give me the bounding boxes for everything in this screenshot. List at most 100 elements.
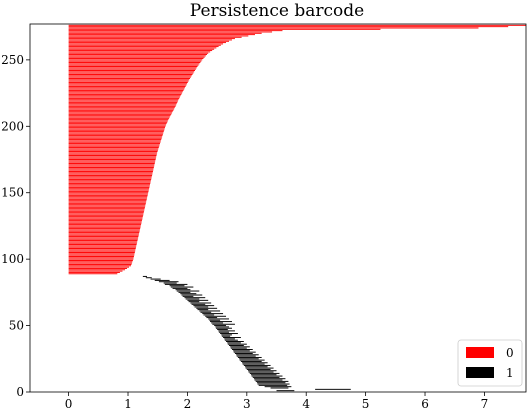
barcode-bar-0	[68, 246, 137, 248]
barcode-bar-1	[142, 275, 148, 277]
barcode-bar-1	[233, 350, 250, 352]
barcode-bar-0	[68, 182, 151, 184]
barcode-bar-0	[68, 32, 262, 34]
barcode-bar-0	[68, 224, 142, 226]
barcode-bar-1	[150, 278, 161, 280]
barcode-bar-1	[164, 283, 188, 285]
barcode-bar-0	[68, 184, 150, 186]
barcode-bar-1	[154, 279, 170, 281]
barcode-bar-0	[68, 149, 158, 151]
barcode-bar-0	[68, 54, 208, 56]
barcode-bar-0	[68, 83, 188, 85]
barcode-bar-1	[239, 359, 265, 361]
barcode-bar-0	[68, 127, 166, 129]
barcode-bar-0	[68, 214, 144, 216]
barcode-bar-0	[68, 153, 157, 155]
barcode-bar-0	[68, 51, 211, 53]
barcode-bar-0	[68, 169, 154, 171]
barcode-bar-1	[218, 330, 235, 332]
barcode-bar-0	[68, 67, 197, 69]
barcode-bar-0	[68, 38, 235, 40]
barcode-bar-0	[68, 160, 156, 162]
barcode-bar-0	[68, 180, 151, 182]
barcode-bar-1	[227, 342, 241, 344]
chart-title: Persistence barcode	[190, 1, 364, 21]
barcode-bar-1	[220, 333, 238, 335]
barcode-bar-1	[170, 286, 194, 288]
barcode-bar-0	[68, 204, 146, 206]
barcode-bar-1	[236, 355, 256, 357]
barcode-bar-0	[68, 269, 126, 271]
barcode-bar-0	[68, 47, 217, 49]
barcode-bar-0	[68, 144, 160, 146]
barcode-bar-1	[248, 370, 277, 372]
barcode-bar-1	[175, 289, 191, 291]
barcode-bar-0	[68, 258, 134, 260]
barcode-bar-1	[184, 297, 206, 299]
barcode-bar-0	[68, 230, 140, 232]
barcode-bar-1	[248, 371, 274, 373]
barcode-bar-0	[68, 103, 177, 105]
barcode-bar-1	[236, 354, 259, 356]
barcode-bar-1	[249, 372, 280, 374]
barcode-bar-0	[68, 31, 273, 33]
barcode-bar-0	[68, 151, 158, 153]
barcode-bar-0	[68, 125, 166, 127]
barcode-bar-1	[230, 346, 250, 348]
barcode-bar-0	[68, 92, 183, 94]
barcode-bar-0	[68, 119, 169, 121]
legend-label-0: 0	[506, 346, 514, 360]
barcode-bar-0	[68, 76, 191, 78]
barcode-bar-1	[255, 380, 289, 382]
barcode-bar-1	[209, 319, 221, 321]
barcode-bar-1	[245, 367, 274, 369]
barcode-bar-0	[68, 233, 140, 235]
barcode-bar-0	[68, 248, 136, 249]
barcode-bar-0	[68, 254, 135, 256]
barcode-bar-1	[218, 331, 229, 333]
barcode-bar-0	[68, 143, 161, 145]
barcode-bar-0	[68, 120, 168, 122]
barcode-bar-1	[254, 379, 283, 381]
barcode-bar-0	[68, 164, 155, 166]
barcode-bar-0	[68, 244, 137, 246]
barcode-bar-0	[68, 108, 175, 110]
barcode-bar-0	[68, 56, 205, 58]
barcode-bar-1	[214, 325, 227, 327]
x-tick-label: 6	[421, 397, 429, 411]
barcode-bar-0	[68, 216, 143, 218]
barcode-bar-0	[68, 145, 160, 147]
barcode-bar-0	[68, 97, 180, 99]
barcode-bar-0	[68, 87, 185, 89]
barcode-bar-0	[68, 128, 165, 130]
barcode-bar-0	[68, 140, 161, 142]
barcode-bar-0	[68, 157, 156, 159]
barcode-bar-0	[68, 196, 148, 198]
barcode-bar-1	[191, 303, 206, 305]
barcode-bar-1	[194, 306, 209, 308]
barcode-bar-1	[169, 285, 185, 287]
barcode-bar-0	[68, 48, 215, 50]
barcode-bar-1	[270, 387, 289, 389]
barcode-bar-0	[68, 201, 147, 203]
barcode-bar-1	[242, 362, 268, 364]
barcode-bar-0	[68, 186, 150, 188]
barcode-bar-0	[68, 159, 156, 160]
y-tick-label: 0	[16, 385, 24, 399]
barcode-bar-1	[246, 368, 271, 370]
legend-label-1: 1	[506, 366, 514, 380]
barcode-bar-0	[68, 117, 170, 119]
barcode-bar-0	[68, 85, 186, 87]
barcode-bar-0	[68, 152, 158, 154]
barcode-bar-0	[68, 212, 144, 214]
barcode-bar-1	[258, 384, 288, 386]
barcode-bar-0	[68, 221, 142, 223]
barcode-bar-1	[233, 351, 256, 353]
barcode-bar-0	[68, 39, 232, 41]
barcode-bar-0	[68, 131, 164, 133]
barcode-bar-1	[190, 302, 212, 304]
barcode-bar-1	[205, 315, 227, 317]
x-tick-label: 7	[481, 397, 489, 411]
